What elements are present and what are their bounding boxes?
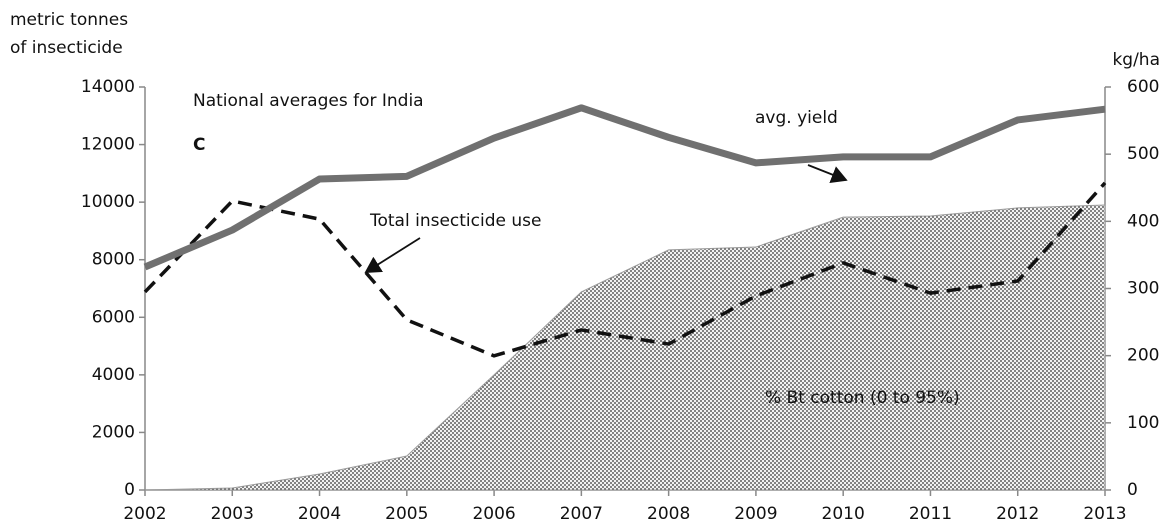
y-tick-label: 4000: [92, 365, 135, 385]
x-tick-label: 2009: [734, 504, 777, 524]
y2-tick-label: 600: [1127, 77, 1159, 97]
y-axis-label: of insecticide: [10, 38, 123, 58]
x-tick-label: 2003: [211, 504, 254, 524]
panel-label: C: [193, 135, 205, 155]
chart-title: National averages for India: [193, 91, 424, 111]
y2-tick-label: 400: [1127, 211, 1159, 231]
x-tick-label: 2011: [909, 504, 952, 524]
x-tick-label: 2006: [472, 504, 515, 524]
arrow: [364, 237, 421, 273]
y2-tick-label: 300: [1127, 279, 1159, 299]
y-axis-label: metric tonnes: [10, 10, 128, 30]
line: [143, 104, 1106, 271]
y2-axis-label: kg/ha: [1112, 50, 1160, 70]
y2-tick-label: 200: [1127, 346, 1159, 366]
y-tick-label: 14000: [81, 77, 135, 97]
x-tick-label: 2002: [123, 504, 166, 524]
series-annotation: avg. yield: [755, 108, 838, 128]
x-tick-label: 2008: [647, 504, 690, 524]
y-tick-label: 6000: [92, 307, 135, 327]
y2-tick-label: 500: [1127, 144, 1159, 164]
y-tick-label: 8000: [92, 250, 135, 270]
y-tick-label: 2000: [92, 422, 135, 442]
series-annotation: Total insecticide use: [369, 211, 541, 231]
y-tick-label: 10000: [81, 192, 135, 212]
x-tick-label: 2010: [822, 504, 865, 524]
line: [143, 181, 1107, 358]
y-tick-label: 12000: [81, 135, 135, 155]
arrow: [807, 164, 848, 184]
x-tick-label: 2005: [385, 504, 428, 524]
series-annotation: % Bt cotton (0 to 95%): [765, 388, 960, 408]
x-tick-label: 2013: [1083, 504, 1126, 524]
x-tick-label: 2004: [298, 504, 341, 524]
x-tick-label: 2012: [996, 504, 1039, 524]
x-tick-label: 2007: [560, 504, 603, 524]
y2-tick-label: 100: [1127, 413, 1159, 433]
plot-area: 0200040006000800010000120001400001002003…: [81, 77, 1160, 524]
y2-tick-label: 0: [1127, 480, 1138, 500]
y-tick-label: 0: [124, 480, 135, 500]
area: [144, 204, 1106, 491]
